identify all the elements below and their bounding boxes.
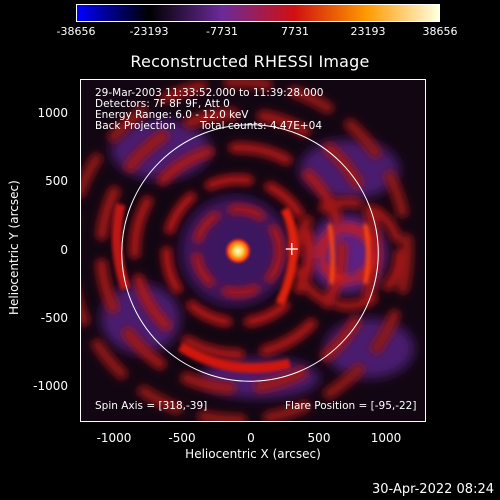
y-tick-label: 500 [45,174,68,188]
colorbar-tick-label: 38656 [422,25,458,38]
flare-source [224,237,253,265]
y-tick-label: -1000 [33,379,68,393]
spin-axis-marker [285,243,298,255]
colorbar-tick-label: -23193 [129,25,169,38]
y-tick-label: 0 [60,243,68,257]
x-axis-label: Heliocentric X (arcsec) [185,447,321,461]
x-tick-label: 500 [307,431,331,445]
red-rings [81,80,414,421]
flare-position-label: Flare Position = [-95,-22] [285,400,417,412]
colorbar [76,4,440,22]
info-detectors: Detectors: 7F 8F 9F, Att 0 [95,98,230,110]
y-tick-label: 1000 [37,106,68,120]
x-tick-label: -1000 [96,431,132,445]
colorbar-tick-label: -38656 [56,25,96,38]
x-tick-label: 1000 [370,431,402,445]
info-total-counts: Total counts: 4.47E+04 [200,120,323,132]
solar-limb-circle [121,124,379,382]
info-time-range: 29-Mar-2003 11:33:52.000 to 11:39:28.000 [95,87,324,99]
reconstructed-image [81,80,425,421]
image-title: Reconstructed RHESSI Image [130,52,370,71]
bright-arcs [111,203,371,373]
info-energy-range: Energy Range: 6.0 - 12.0 keV [95,109,249,121]
colorbar-tick-label: -7731 [206,25,238,38]
x-tick-label: -500 [168,431,196,445]
spin-axis-label: Spin Axis = [318,-39] [95,400,208,412]
colorbar-tick-label: 23193 [350,25,386,38]
y-tick-label: -500 [40,311,68,325]
x-tick-label: 0 [247,431,255,445]
timestamp: 30-Apr-2022 08:24 [372,482,494,497]
info-method: Back Projection [95,120,176,132]
y-axis-label: Heliocentric Y (arcsec) [7,180,21,315]
colorbar-tick-label: 7731 [281,25,309,38]
image-plot [80,79,426,422]
